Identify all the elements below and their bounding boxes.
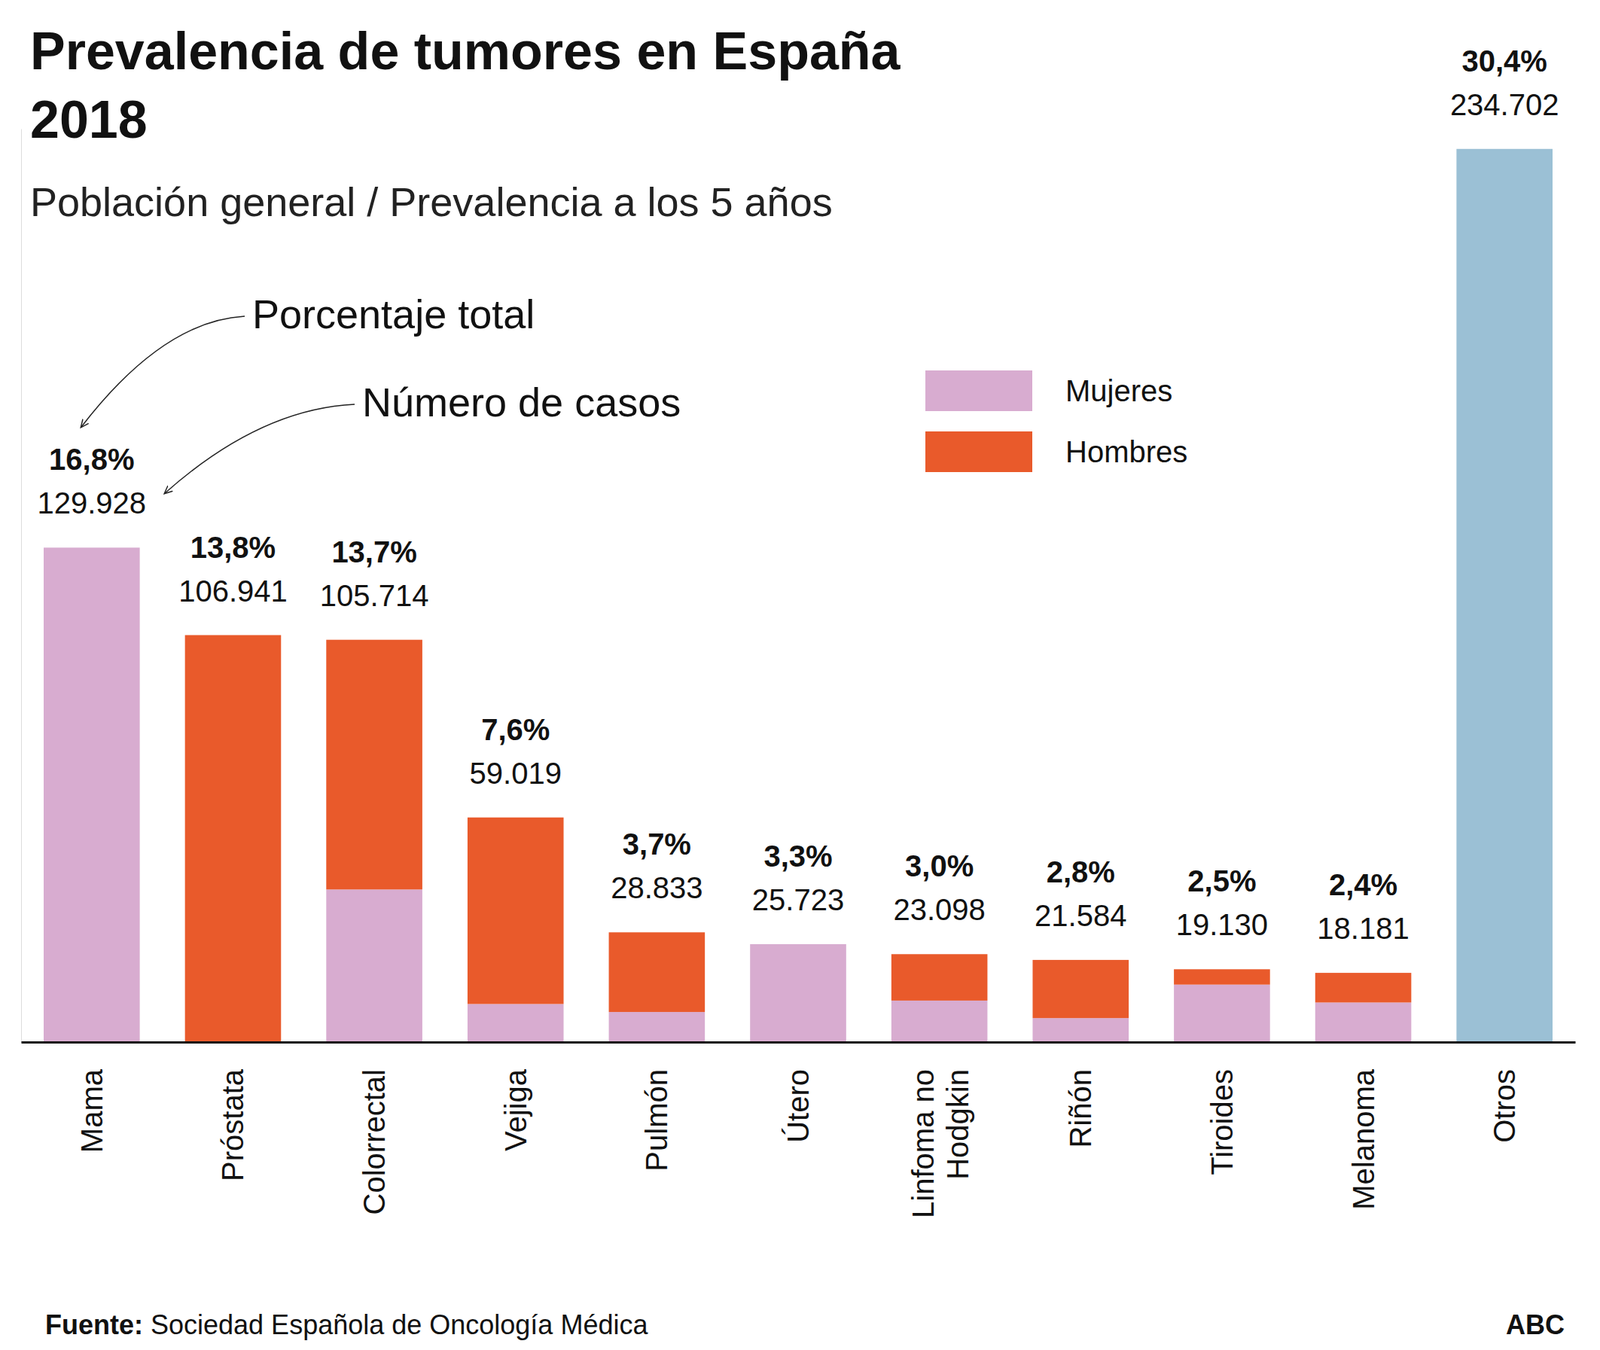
x-tick: Linfoma noHodgkin <box>906 1042 975 1219</box>
x-tick-label: Próstata <box>216 1068 250 1182</box>
percentage-label: 3,3% <box>763 839 832 873</box>
bar-segment <box>609 932 706 1012</box>
bar-segment <box>609 1011 706 1043</box>
percentage-label: 13,8% <box>190 530 276 564</box>
annotation: Número de casos <box>362 379 681 425</box>
bar-segment <box>1173 984 1271 1043</box>
x-tick-label: Otros <box>1487 1069 1521 1143</box>
total-label: 23.098 <box>892 892 985 927</box>
bar-segment <box>467 1003 564 1043</box>
legend-label: Mujeres <box>1065 374 1173 408</box>
x-tick: Pulmón <box>640 1042 674 1172</box>
x-tick: Próstata <box>216 1042 250 1182</box>
total-label: 28.833 <box>610 871 703 905</box>
x-tick-label: Tiroides <box>1205 1069 1239 1176</box>
x-tick: Riñón <box>1063 1042 1098 1149</box>
x-tick-label: Colorrectal <box>357 1069 391 1215</box>
x-tick: Tiroides <box>1205 1042 1239 1176</box>
total-label: 19.130 <box>1176 908 1268 942</box>
annotation-arrow <box>164 404 355 494</box>
bar-segment <box>1032 960 1129 1018</box>
bar-segment <box>891 953 988 1001</box>
source: Fuente:Sociedad Española de Oncología Mé… <box>45 1309 649 1341</box>
x-axis-line <box>21 1041 1576 1044</box>
total-label: 105.714 <box>320 579 430 613</box>
total-label: 18.181 <box>1316 911 1409 945</box>
total-label: 234.702 <box>1450 88 1560 122</box>
source-label: Fuente: <box>45 1309 144 1341</box>
legend-swatch <box>925 370 1033 412</box>
percentage-label: 16,8% <box>48 442 135 476</box>
x-tick-label: Útero <box>781 1069 815 1143</box>
percentage-label: 2,5% <box>1187 864 1256 898</box>
data-labels: 129.928 16,8% 106.941 13,8% 105.714 13,7% 59.0… <box>37 44 1560 945</box>
total-label: 21.584 <box>1034 899 1127 933</box>
source-text: Sociedad Española de Oncología Médica <box>150 1309 649 1341</box>
x-tick: Colorrectal <box>357 1042 391 1215</box>
subtitle: Población general / Prevalencia a los 5 … <box>30 179 833 225</box>
y-axis-line <box>21 129 22 1043</box>
x-tick-label: Riñón <box>1063 1069 1098 1149</box>
x-tick-label: Pulmón <box>640 1069 674 1172</box>
total-label: 129.928 <box>37 486 147 520</box>
y-axis <box>21 129 23 1043</box>
annotation-arrow <box>81 316 245 427</box>
x-tick-label: Mama <box>75 1068 109 1153</box>
percentage-label: 2,4% <box>1328 868 1398 902</box>
bar-segment <box>1315 972 1412 1003</box>
bar-segment <box>185 635 282 1043</box>
bar-segment <box>326 889 423 1043</box>
x-tick: Melanoma <box>1347 1042 1381 1210</box>
annotations: Porcentaje total Número de casos <box>81 291 681 494</box>
x-tick: Útero <box>781 1042 815 1143</box>
legend-label: Hombres <box>1065 435 1188 469</box>
total-label: 106.941 <box>178 574 288 608</box>
percentage-label: 7,6% <box>481 713 550 747</box>
percentage-label: 13,7% <box>331 535 417 569</box>
x-tick: Vejiga <box>499 1042 533 1152</box>
bar-segment <box>891 1000 988 1043</box>
total-label: 25.723 <box>752 883 845 917</box>
bar-segment <box>43 547 141 1043</box>
x-tick: Mama <box>75 1042 109 1153</box>
x-tick-label: Melanoma <box>1347 1068 1381 1210</box>
total-label: 59.019 <box>469 756 562 790</box>
percentage-label: 3,7% <box>622 827 692 861</box>
legend-swatch <box>925 431 1033 473</box>
bar-segment <box>1315 1002 1412 1043</box>
bar-segment <box>326 640 423 890</box>
bar-segment <box>467 817 564 1005</box>
percentage-label: 2,8% <box>1046 855 1116 889</box>
legend: Mujeres Hombres <box>925 370 1188 473</box>
x-tick-label: Linfoma noHodgkin <box>906 1069 975 1219</box>
bar-segment <box>1032 1017 1129 1043</box>
percentage-label: 3,0% <box>905 849 974 883</box>
bar-segment <box>749 944 847 1043</box>
percentage-label: 30,4% <box>1461 44 1547 78</box>
credit: ABC <box>1505 1309 1565 1341</box>
x-tick-label: Vejiga <box>499 1068 533 1152</box>
x-axis: Mama Próstata Colorrectal Vejiga Pulmón Útero… <box>21 1042 1576 1219</box>
bar-segment <box>1456 149 1553 1043</box>
legend-entry: Mujeres <box>925 370 1173 412</box>
chart: Prevalencia de tumores en España2018 Pobl… <box>0 0 1600 1350</box>
bar-segment <box>1173 969 1271 985</box>
title: Prevalencia de tumores en España2018 <box>30 21 902 150</box>
legend-entry: Hombres <box>925 431 1188 473</box>
annotation: Porcentaje total <box>252 291 535 337</box>
x-tick: Otros <box>1487 1042 1521 1143</box>
bars <box>43 149 1553 1043</box>
